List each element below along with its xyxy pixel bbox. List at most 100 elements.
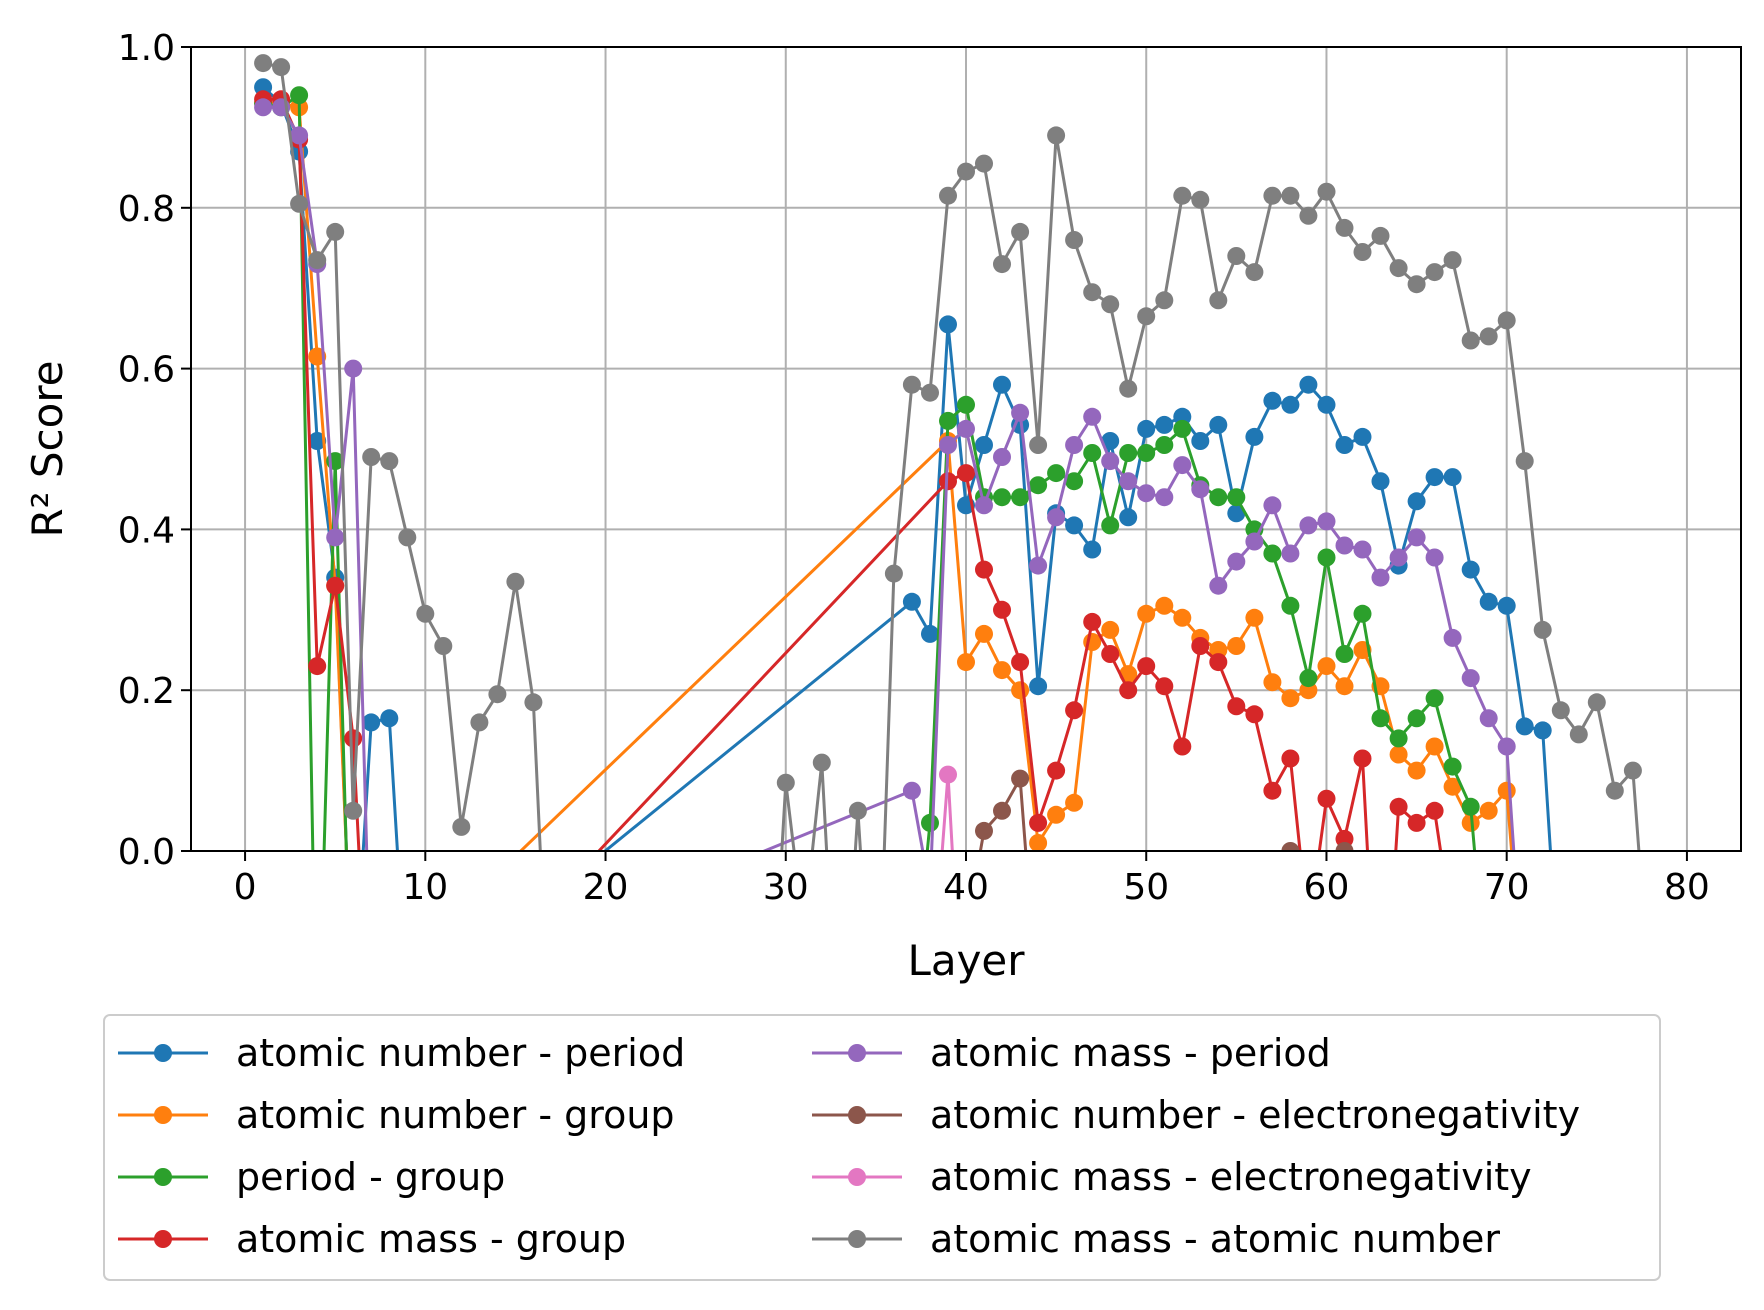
series-2	[254, 86, 1480, 851]
data-point	[921, 383, 939, 402]
x-tick-label: 10	[402, 867, 448, 908]
data-point	[1497, 781, 1516, 800]
data-point	[1065, 793, 1084, 812]
data-point	[1533, 620, 1552, 639]
data-point	[957, 419, 975, 438]
data-point	[1263, 673, 1282, 692]
data-point	[993, 448, 1011, 466]
data-point	[362, 448, 381, 466]
data-point	[326, 222, 345, 241]
data-point	[1263, 496, 1282, 515]
data-point	[1443, 777, 1462, 796]
y-tick-label: 0.4	[118, 510, 175, 551]
data-point	[1065, 436, 1084, 454]
data-point	[1281, 689, 1300, 708]
legend-swatch-marker	[848, 1044, 866, 1062]
data-point	[1443, 468, 1462, 487]
data-point	[1371, 226, 1390, 245]
data-point	[254, 98, 273, 117]
data-point	[1173, 456, 1192, 475]
data-point	[1065, 701, 1084, 720]
data-point	[1497, 596, 1516, 615]
legend-item: atomic number - electronegativity	[812, 1093, 1580, 1137]
data-point	[1047, 464, 1066, 483]
data-point	[1407, 492, 1426, 511]
legend-swatch-marker	[848, 1106, 866, 1124]
data-point	[1155, 596, 1174, 615]
data-point	[1191, 190, 1210, 209]
data-point	[1353, 540, 1372, 559]
data-point	[1155, 291, 1174, 310]
data-point	[1587, 693, 1606, 712]
data-point	[1461, 669, 1480, 688]
legend-label: atomic number - period	[236, 1031, 685, 1075]
data-point	[1047, 761, 1066, 780]
data-point	[1425, 548, 1444, 567]
data-point	[254, 54, 273, 73]
data-point	[975, 496, 993, 515]
data-point	[1317, 512, 1336, 531]
data-point	[1353, 243, 1372, 261]
x-tick-label: 20	[583, 867, 629, 908]
data-point	[1173, 419, 1192, 438]
data-point	[1227, 637, 1246, 655]
data-point	[1011, 403, 1030, 422]
data-point	[975, 560, 993, 579]
x-tick-label: 70	[1484, 867, 1530, 908]
data-point	[1263, 391, 1282, 410]
data-point	[1209, 488, 1228, 507]
data-point	[398, 528, 417, 547]
data-point	[416, 604, 435, 623]
data-point	[1065, 472, 1084, 491]
legend-item: atomic mass - group	[118, 1217, 626, 1261]
data-point	[1155, 436, 1174, 454]
data-point	[1227, 247, 1246, 265]
data-point	[902, 592, 921, 611]
data-point	[1389, 729, 1408, 748]
x-tick-label: 40	[943, 867, 989, 908]
legend-swatch-marker	[154, 1044, 172, 1062]
data-point	[902, 781, 921, 800]
data-point	[1353, 427, 1372, 446]
data-point	[1101, 516, 1120, 535]
data-point	[344, 729, 363, 748]
legend-box	[103, 1014, 1661, 1281]
data-point	[993, 600, 1011, 619]
data-point	[1209, 653, 1228, 672]
data-point	[1425, 737, 1444, 756]
data-point	[1389, 548, 1408, 567]
data-point	[344, 801, 363, 820]
data-point	[1011, 488, 1030, 507]
data-point	[1191, 432, 1210, 450]
data-point	[1371, 709, 1390, 728]
data-point	[1263, 186, 1282, 205]
data-point	[1065, 231, 1084, 249]
legend-swatch-marker	[154, 1168, 172, 1186]
data-point	[1281, 395, 1300, 414]
y-tick-label: 1.0	[118, 28, 175, 69]
series-line	[262, 86, 1552, 851]
data-point	[975, 436, 993, 454]
data-point	[1353, 749, 1372, 768]
x-tick-label: 80	[1664, 867, 1710, 908]
legend-swatch-marker	[154, 1106, 172, 1124]
data-point	[1083, 283, 1102, 302]
data-point	[1497, 737, 1516, 756]
data-point	[1101, 452, 1120, 471]
data-point	[308, 251, 327, 270]
data-point	[1479, 327, 1498, 346]
series-line	[263, 97, 1443, 851]
data-point	[1389, 259, 1408, 278]
data-point	[380, 709, 399, 728]
data-point	[993, 801, 1011, 820]
legend-label: atomic mass - group	[236, 1217, 626, 1261]
data-point	[1443, 251, 1462, 270]
data-point	[993, 488, 1011, 507]
data-point	[1425, 263, 1444, 282]
data-point	[1461, 560, 1480, 579]
legend-label: atomic mass - electronegativity	[930, 1155, 1532, 1199]
data-point	[1407, 528, 1426, 547]
data-point	[1389, 797, 1408, 816]
data-point	[1335, 218, 1354, 237]
